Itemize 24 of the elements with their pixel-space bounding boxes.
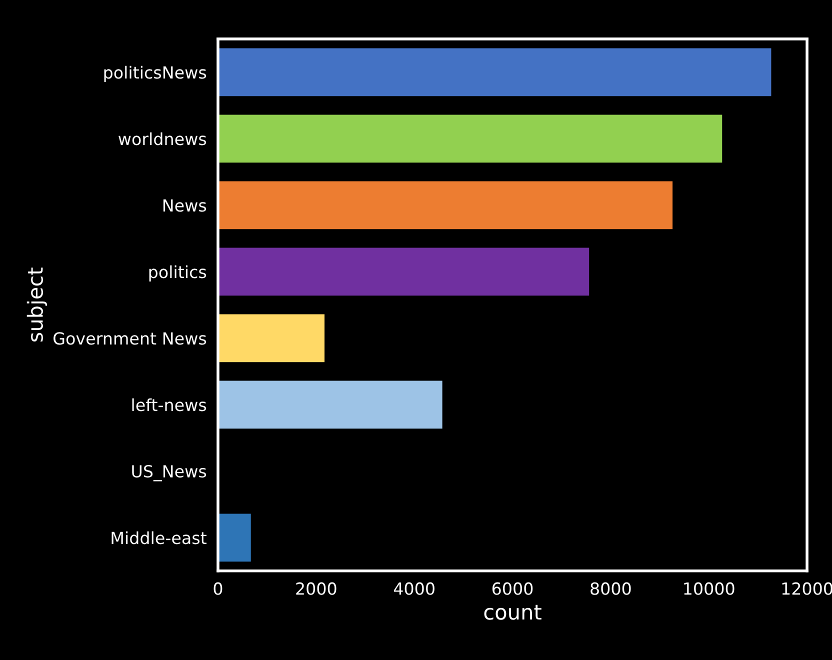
x-tick-label: 8000 (590, 582, 631, 595)
bar (218, 48, 772, 96)
y-tick-label: Middle-east (112, 531, 206, 544)
x-tick-label: 12000 (782, 582, 832, 595)
y-tick-label: politics (149, 265, 206, 282)
x-axis-title: count (484, 604, 542, 620)
y-tick-label: US_News (132, 464, 206, 482)
y-tick-label: left-news (132, 398, 206, 412)
bar (218, 380, 442, 429)
y-axis-title: subject (26, 268, 48, 342)
x-tick-label: 2000 (296, 582, 336, 595)
bar (218, 314, 325, 362)
bar (218, 114, 722, 163)
y-tick-label: Government News (54, 332, 206, 345)
bar (218, 248, 590, 296)
y-tick-label: News (163, 199, 206, 212)
bar (218, 514, 251, 562)
bar (218, 181, 673, 230)
x-tick-label: 10000 (684, 582, 734, 595)
x-tick-label: 4000 (394, 582, 434, 595)
x-tick-label: 0 (214, 582, 222, 595)
y-tick-label: worldnews (118, 132, 206, 146)
y-tick-label: politicsNews (104, 66, 206, 82)
x-tick-label: 6000 (492, 582, 533, 595)
